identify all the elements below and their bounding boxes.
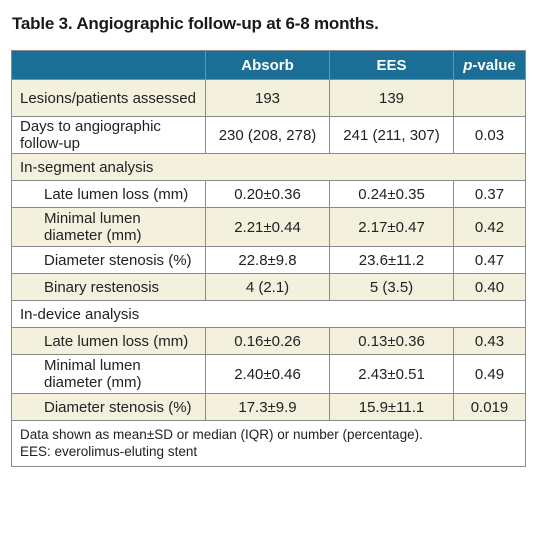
- row-label: Days to angiographic follow-up: [11, 116, 206, 154]
- table-row: Late lumen loss (mm) 0.20±0.36 0.24±0.35…: [11, 180, 526, 208]
- header-ees: EES: [329, 50, 454, 80]
- row-label: Binary restenosis: [11, 273, 206, 301]
- absorb-value: 230 (208, 278): [205, 116, 330, 154]
- p-value: [453, 79, 526, 117]
- row-label: Diameter stenosis (%): [11, 393, 206, 421]
- table-row: Diameter stenosis (%) 17.3±9.9 15.9±11.1…: [11, 393, 526, 421]
- row-label: Late lumen loss (mm): [11, 327, 206, 355]
- row-label: Lesions/patients assessed: [11, 79, 206, 117]
- footnote: Data shown as mean±SD or median (IQR) or…: [11, 420, 526, 467]
- row-label: Minimal lumen diameter (mm): [11, 207, 206, 247]
- table-row: Days to angiographic follow-up 230 (208,…: [11, 116, 526, 154]
- header-p-value: p-value: [453, 50, 526, 80]
- footnote-line-2: EES: everolimus-eluting stent: [20, 444, 198, 459]
- header-absorb: Absorb: [205, 50, 330, 80]
- row-label: Minimal lumen diameter (mm): [11, 354, 206, 394]
- ees-value: 139: [329, 79, 454, 117]
- absorb-value: 4 (2.1): [205, 273, 330, 301]
- absorb-value: 17.3±9.9: [205, 393, 330, 421]
- section-label: In-segment analysis: [11, 153, 526, 181]
- section-label: In-device analysis: [11, 300, 526, 328]
- absorb-value: 2.21±0.44: [205, 207, 330, 247]
- ees-value: 0.24±0.35: [329, 180, 454, 208]
- p-value: 0.42: [453, 207, 526, 247]
- p-value: 0.47: [453, 246, 526, 274]
- table-row: Binary restenosis 4 (2.1) 5 (3.5) 0.40: [11, 273, 526, 301]
- p-value: 0.019: [453, 393, 526, 421]
- absorb-value: 22.8±9.8: [205, 246, 330, 274]
- ees-value: 5 (3.5): [329, 273, 454, 301]
- table-title: Table 3. Angiographic follow-up at 6-8 m…: [12, 14, 379, 33]
- table-row: Diameter stenosis (%) 22.8±9.8 23.6±11.2…: [11, 246, 526, 274]
- table-row: Lesions/patients assessed 193 139: [11, 79, 526, 117]
- p-value: 0.37: [453, 180, 526, 208]
- ees-value: 2.17±0.47: [329, 207, 454, 247]
- ees-value: 15.9±11.1: [329, 393, 454, 421]
- table-row: Minimal lumen diameter (mm) 2.40±0.46 2.…: [11, 354, 526, 394]
- ees-value: 241 (211, 307): [329, 116, 454, 154]
- row-label: Late lumen loss (mm): [11, 180, 206, 208]
- absorb-value: 2.40±0.46: [205, 354, 330, 394]
- header-p-rest: -value: [472, 56, 516, 74]
- ees-value: 23.6±11.2: [329, 246, 454, 274]
- footnote-line-1: Data shown as mean±SD or median (IQR) or…: [20, 427, 423, 442]
- table-row: Minimal lumen diameter (mm) 2.21±0.44 2.…: [11, 207, 526, 247]
- ees-value: 0.13±0.36: [329, 327, 454, 355]
- header-blank: [11, 50, 206, 80]
- absorb-value: 193: [205, 79, 330, 117]
- absorb-value: 0.20±0.36: [205, 180, 330, 208]
- header-p-italic: p: [463, 56, 473, 74]
- row-label: Diameter stenosis (%): [11, 246, 206, 274]
- p-value: 0.43: [453, 327, 526, 355]
- p-value: 0.03: [453, 116, 526, 154]
- header-row: Absorb EES p-value: [11, 50, 526, 80]
- section-row: In-device analysis: [11, 300, 526, 328]
- table-row: Late lumen loss (mm) 0.16±0.26 0.13±0.36…: [11, 327, 526, 355]
- p-value: 0.49: [453, 354, 526, 394]
- section-row: In-segment analysis: [11, 153, 526, 181]
- p-value: 0.40: [453, 273, 526, 301]
- angiographic-followup-table: Absorb EES p-value Lesions/patients asse…: [11, 50, 526, 467]
- absorb-value: 0.16±0.26: [205, 327, 330, 355]
- footnote-row: Data shown as mean±SD or median (IQR) or…: [11, 420, 526, 467]
- ees-value: 2.43±0.51: [329, 354, 454, 394]
